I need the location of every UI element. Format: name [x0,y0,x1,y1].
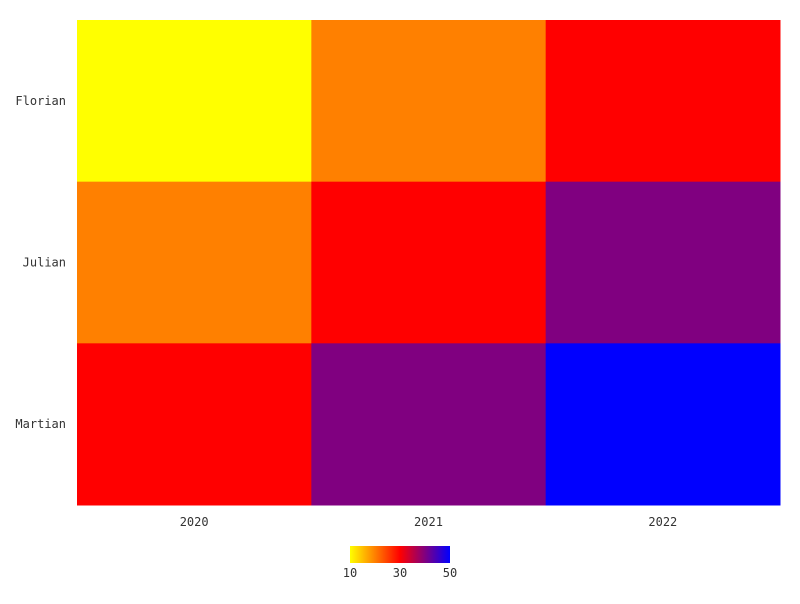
y-tick-label: Florian [15,94,66,108]
x-axis-labels: 2020 2021 2022 [180,515,678,529]
colorbar-tick-label: 50 [443,566,457,580]
y-axis-labels: Florian Julian Martian [15,94,66,431]
heatmap-cell [545,181,781,344]
y-tick-label: Martian [15,417,66,431]
heatmap-cells [77,20,781,506]
heatmap-cell [77,181,312,344]
heatmap-cell [311,20,547,183]
heatmap-cell [77,20,312,183]
x-tick-label: 2021 [414,515,443,529]
heatmap-cell [545,343,781,506]
x-tick-label: 2020 [180,515,209,529]
colorbar-gradient-bar [350,546,450,563]
heatmap-cell [77,343,312,506]
heatmap-cell [311,181,547,344]
heatmap-cell [311,343,547,506]
colorbar: 10 30 50 [343,546,457,580]
x-tick-label: 2022 [648,515,677,529]
colorbar-tick-label: 30 [393,566,407,580]
y-tick-label: Julian [23,256,66,270]
heatmap-cell [545,20,781,183]
colorbar-tick-label: 10 [343,566,357,580]
